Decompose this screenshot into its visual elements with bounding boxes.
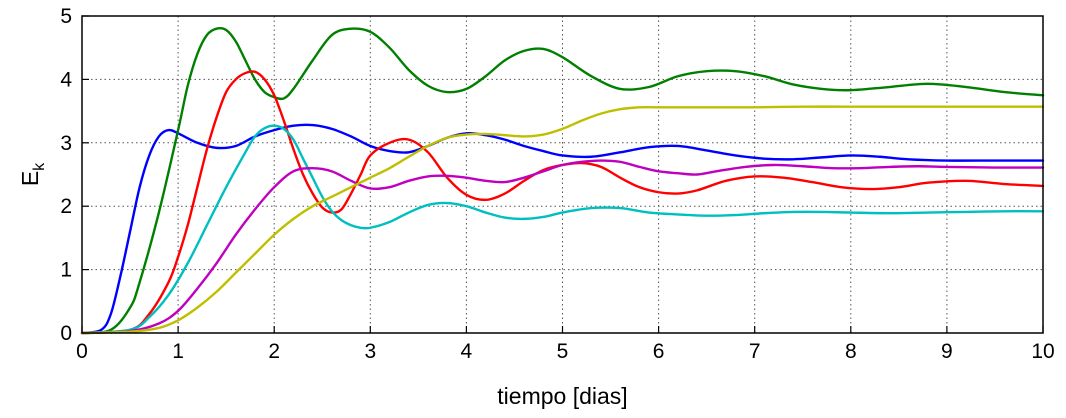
- y-tick-label: 5: [60, 5, 72, 28]
- y-tick-label: 2: [60, 195, 72, 218]
- x-tick-label: 8: [845, 340, 857, 363]
- series-line-2: [80, 26, 1045, 335]
- series-line-4: [80, 124, 1045, 335]
- x-tick-label: 3: [364, 340, 376, 363]
- x-axis-label: tiempo [dias]: [497, 383, 627, 409]
- series-lines: [80, 26, 1045, 335]
- y-axis-label-subscript: k: [31, 162, 48, 171]
- y-tick-label: 3: [60, 132, 72, 155]
- series-line-6: [80, 105, 1045, 335]
- y-tick-label: 4: [60, 68, 72, 91]
- x-tick-label: 10: [1031, 340, 1054, 363]
- x-tick-label: 2: [268, 340, 280, 363]
- y-axis-label: Ek: [17, 162, 48, 186]
- series-line-3: [80, 70, 1045, 335]
- x-tick-label: 9: [941, 340, 953, 363]
- x-tick-label: 7: [749, 340, 761, 363]
- x-tick-label: 0: [76, 340, 88, 363]
- grid-lines: [82, 16, 1043, 333]
- y-axis-label-main: E: [17, 171, 43, 186]
- x-tick-label: 4: [461, 340, 473, 363]
- y-tick-label: 0: [60, 322, 72, 345]
- x-tick-label: 5: [557, 340, 569, 363]
- series-line-5: [80, 159, 1045, 335]
- x-tick-label: 1: [172, 340, 184, 363]
- y-tick-label: 1: [60, 259, 72, 282]
- axis-ticks: 0 1 2 3 4 5 6 7 8 9 10 0 1 2 3 4 5: [60, 5, 1054, 363]
- x-tick-label: 6: [653, 340, 665, 363]
